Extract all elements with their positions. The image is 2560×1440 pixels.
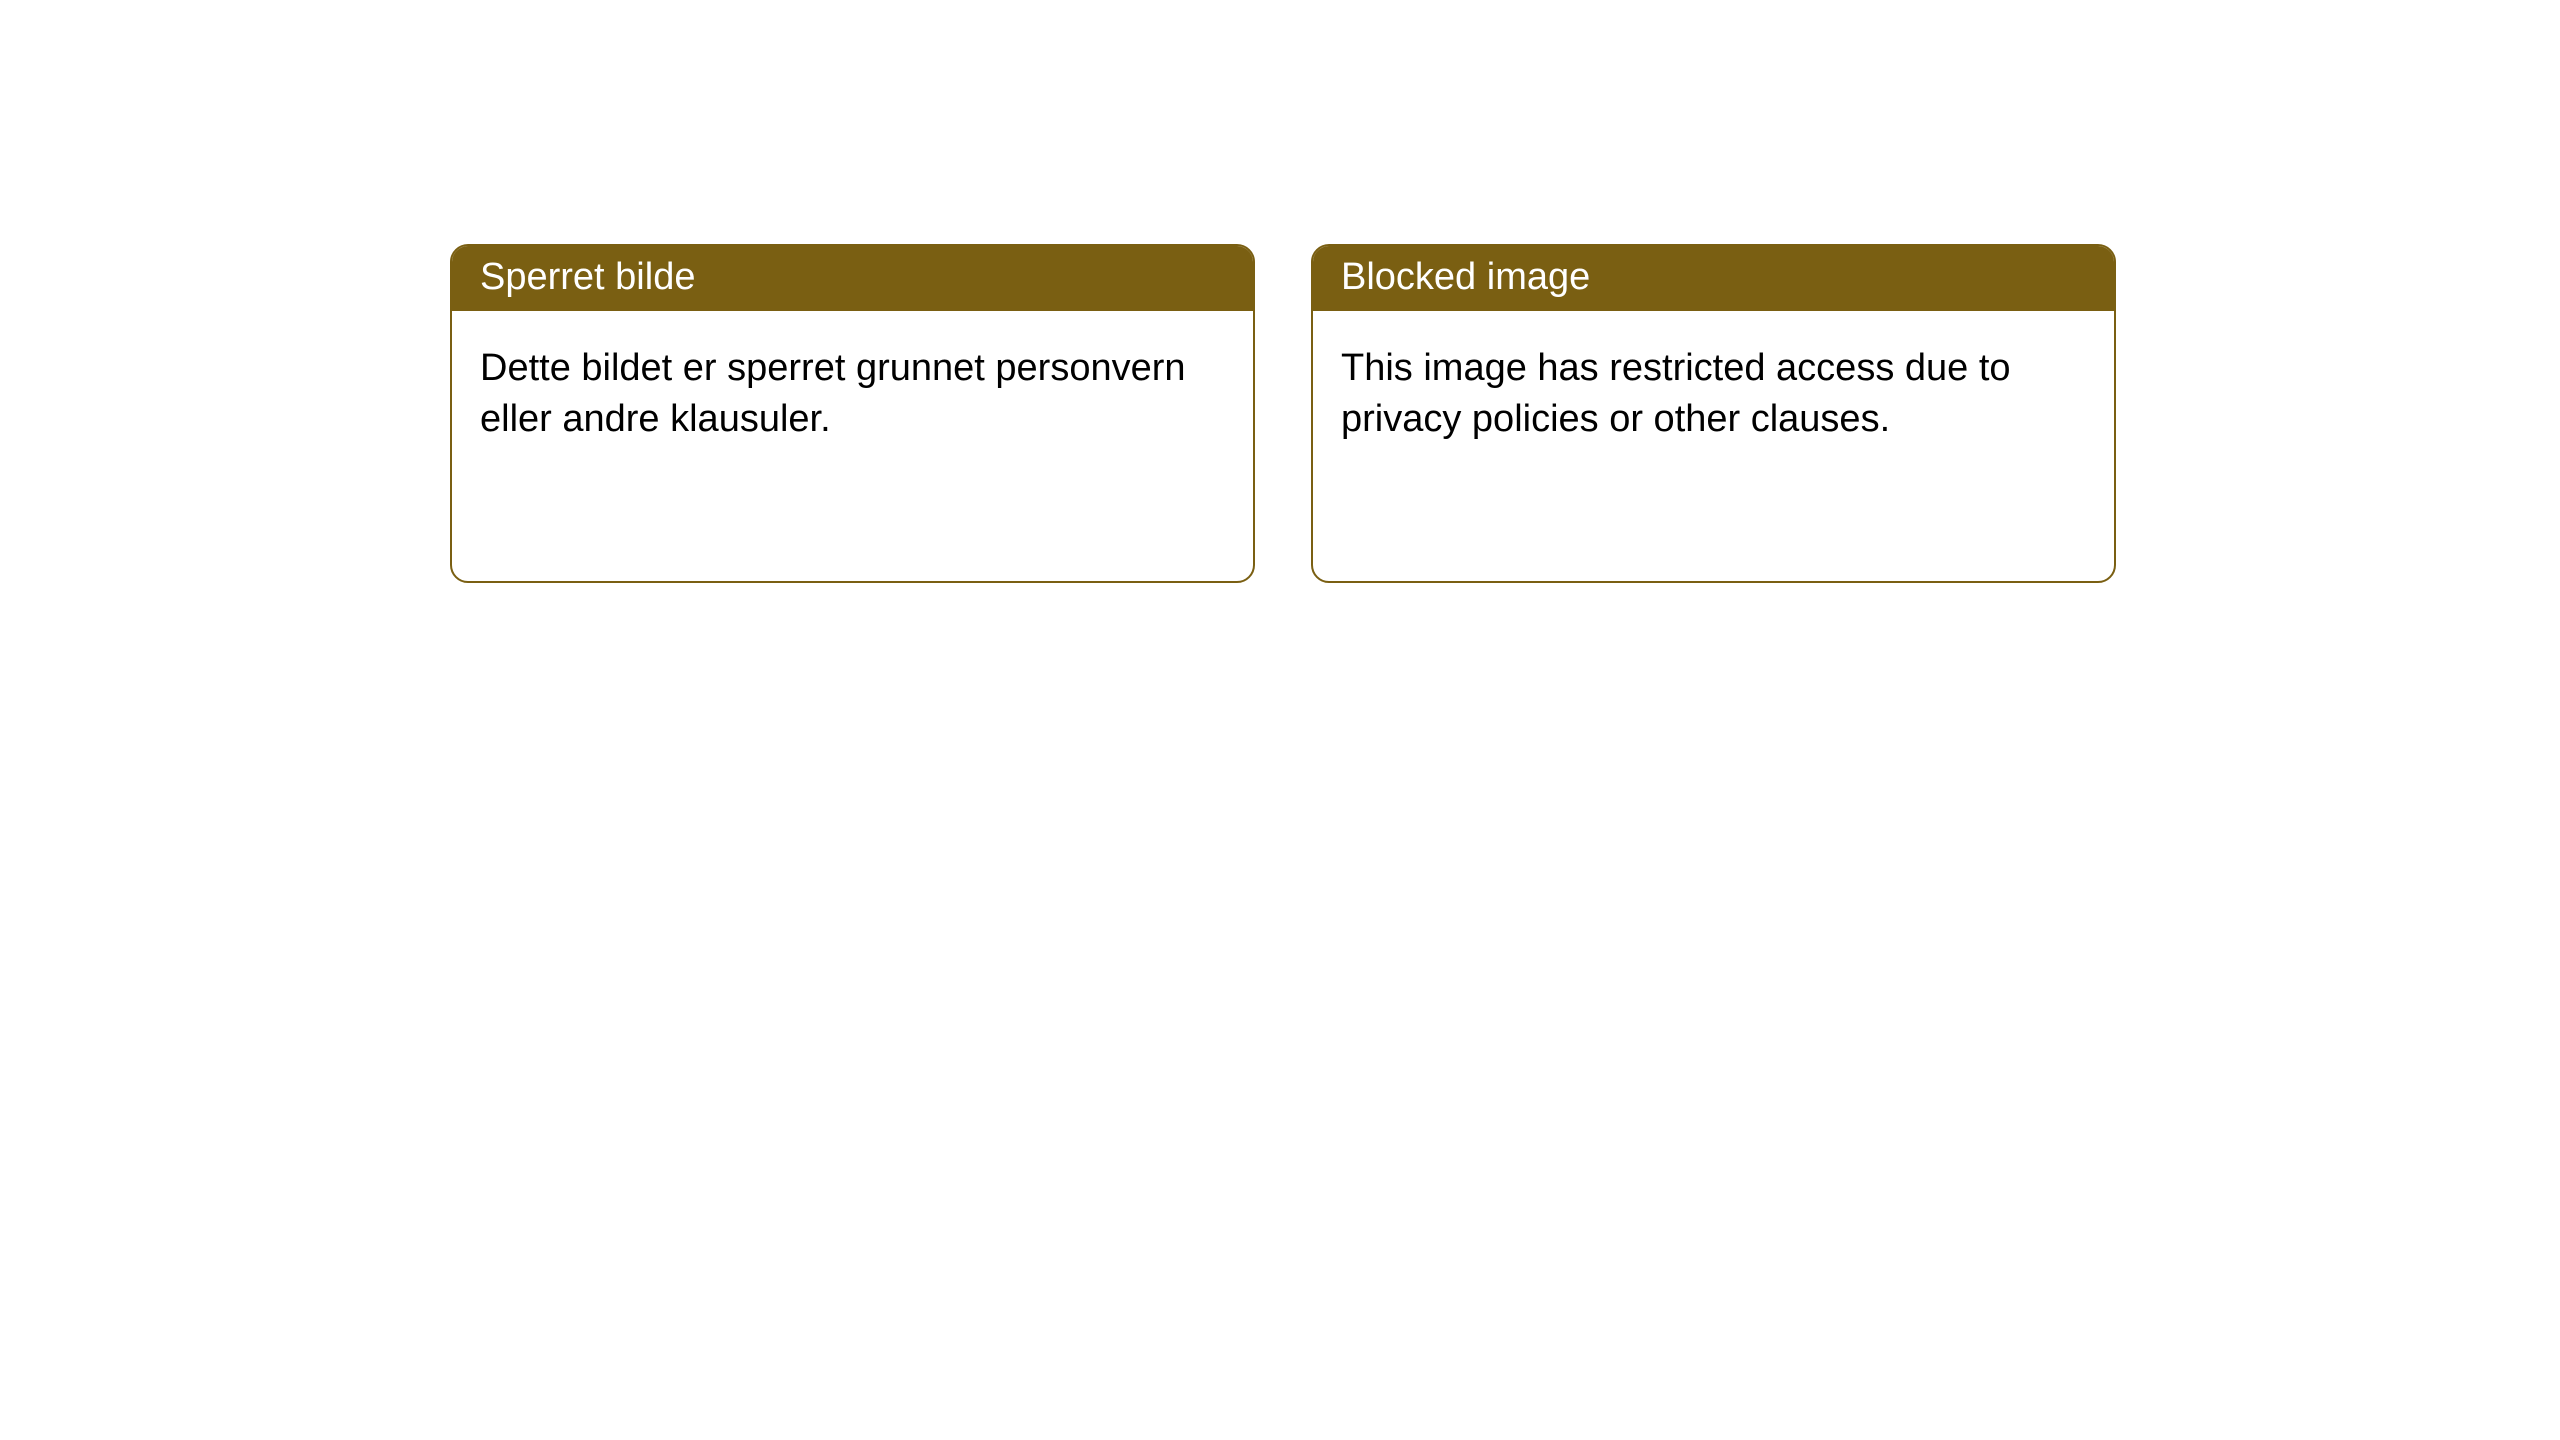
notice-body-text: This image has restricted access due to … <box>1341 347 2011 440</box>
notice-header: Sperret bilde <box>452 246 1253 311</box>
notice-card-norwegian: Sperret bilde Dette bildet er sperret gr… <box>450 244 1255 583</box>
notice-body: This image has restricted access due to … <box>1313 311 2114 581</box>
notice-card-english: Blocked image This image has restricted … <box>1311 244 2116 583</box>
notice-header: Blocked image <box>1313 246 2114 311</box>
notice-cards-container: Sperret bilde Dette bildet er sperret gr… <box>450 244 2116 583</box>
notice-title: Blocked image <box>1341 256 1590 298</box>
notice-title: Sperret bilde <box>480 256 695 298</box>
notice-body: Dette bildet er sperret grunnet personve… <box>452 311 1253 581</box>
notice-body-text: Dette bildet er sperret grunnet personve… <box>480 347 1186 440</box>
